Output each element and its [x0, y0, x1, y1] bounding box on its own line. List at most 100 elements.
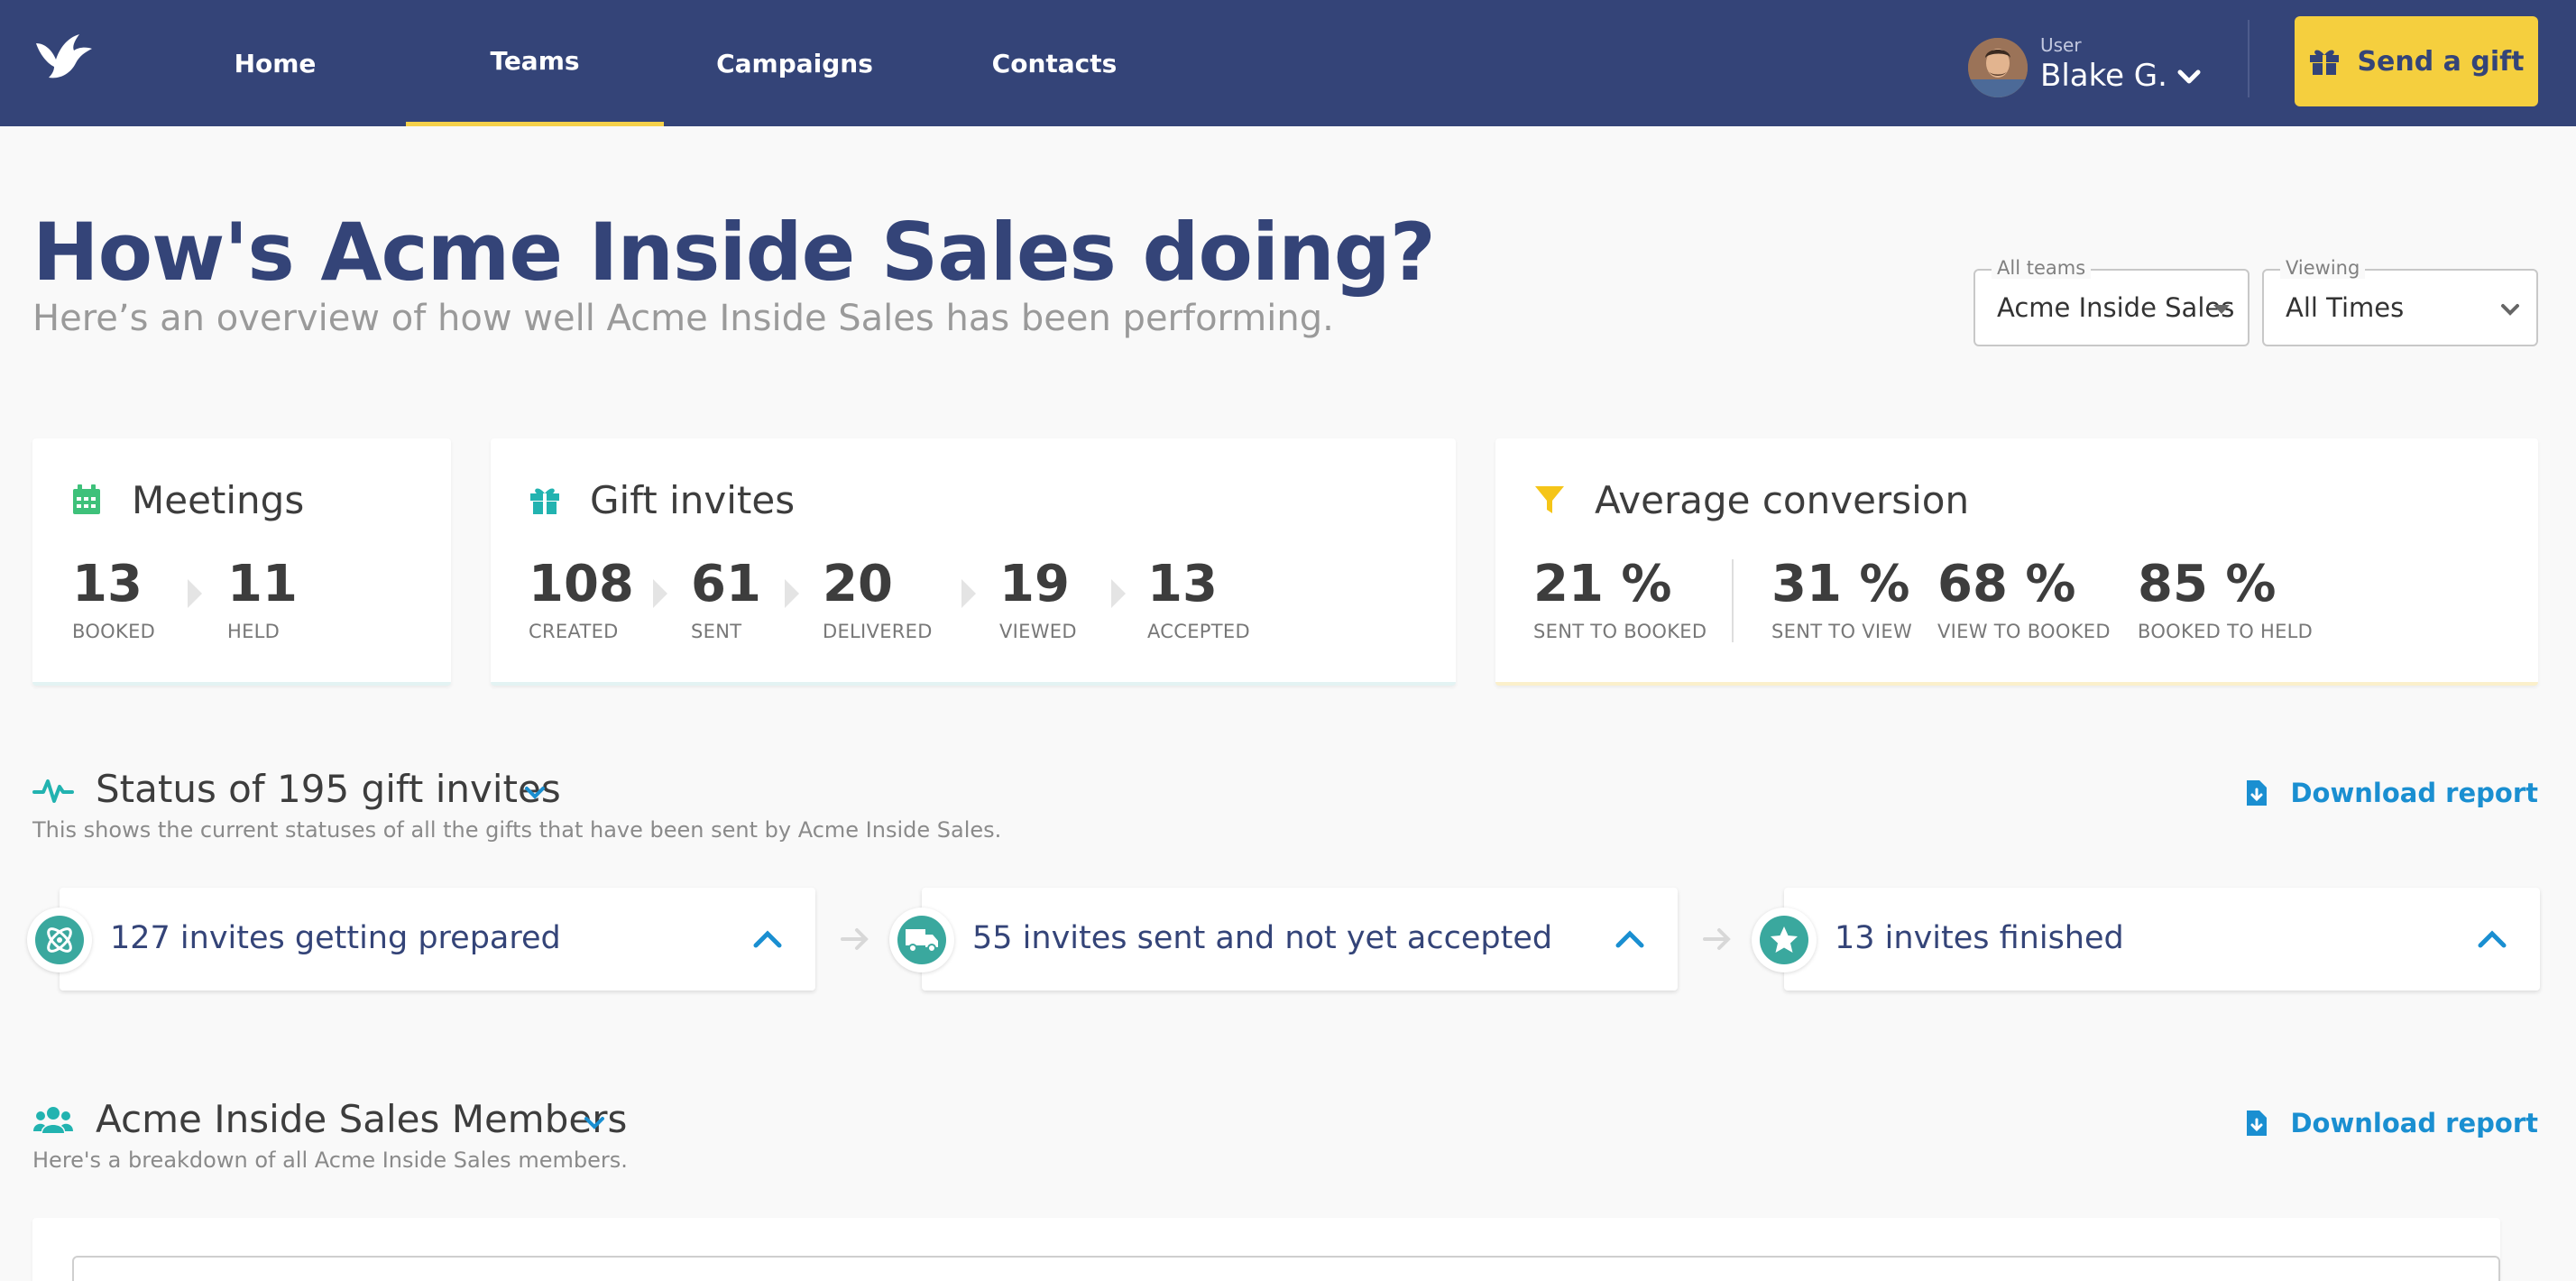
team-filter-select[interactable]: All teams Acme Inside Sales [1973, 257, 2249, 346]
chevron-down-icon[interactable] [2176, 67, 2203, 87]
stat-sent: 61 SENT [691, 555, 761, 643]
flow-arrow [961, 579, 976, 608]
status-card-prepared[interactable]: 127 invites getting prepared [60, 888, 815, 991]
stat-value: 61 [691, 555, 761, 613]
status-card-finished[interactable]: 13 invites finished [1784, 888, 2540, 991]
members-section-title: Acme Inside Sales Members [96, 1097, 628, 1141]
stat-delivered: 20 DELIVERED [823, 555, 933, 643]
stat-value: 11 [227, 555, 298, 613]
arrow-right-icon [1703, 928, 1731, 950]
stat-label: VIEWED [999, 621, 1077, 642]
chevron-up-icon[interactable] [2477, 929, 2507, 949]
stat-label: BOOKED TO HELD [2138, 621, 2314, 642]
arrow-right-icon [841, 928, 869, 950]
download-report-button[interactable]: Download report [2245, 1108, 2538, 1138]
meetings-title: Meetings [132, 478, 305, 522]
stat-value: 20 [823, 555, 893, 613]
calendar-icon [73, 484, 100, 514]
stat-label: SENT TO VIEW [1771, 621, 1913, 642]
caret-down-icon [2213, 305, 2230, 314]
stat-label: SENT TO BOOKED [1533, 621, 1707, 642]
stat-value: 108 [529, 555, 634, 613]
stat-view-to-booked: 68 % VIEW TO BOOKED [1937, 555, 2111, 643]
download-report-button[interactable]: Download report [2245, 778, 2538, 808]
truck-icon [906, 929, 938, 953]
avatar [1968, 38, 2028, 97]
download-report-label: Download report [2290, 1108, 2538, 1138]
send-gift-button[interactable]: Send a gift [2295, 16, 2538, 106]
nav-teams[interactable]: Teams [406, 0, 664, 126]
status-section-title: Status of 195 gift invites [96, 767, 561, 811]
gift-icon [2310, 50, 2340, 75]
topbar-divider [2248, 20, 2249, 97]
meetings-card: Meetings 13 BOOKED 11 HELD [32, 438, 451, 686]
user-menu[interactable]: User Blake G. [1968, 34, 2203, 97]
status-badge [1752, 908, 1817, 972]
stat-value: 68 % [1937, 555, 2076, 613]
flow-arrow [1111, 579, 1126, 608]
stat-sent-to-view: 31 % SENT TO VIEW [1771, 555, 1913, 643]
stat-sent-to-booked: 21 % SENT TO BOOKED [1533, 555, 1707, 643]
stat-value: 13 [1147, 555, 1218, 613]
stat-value: 21 % [1533, 555, 1672, 613]
filter-icon [1535, 486, 1564, 513]
stat-label: SENT [691, 621, 742, 642]
stat-label: BOOKED [72, 621, 156, 642]
file-download-icon [2247, 1111, 2268, 1136]
flow-arrow [188, 579, 202, 608]
status-text: 127 invites getting prepared [110, 920, 561, 956]
stat-label: CREATED [529, 621, 619, 642]
bird-logo-icon[interactable] [32, 31, 96, 81]
stat-viewed: 19 VIEWED [999, 555, 1077, 643]
status-badge [889, 908, 954, 972]
users-icon [33, 1107, 73, 1133]
page-title: How's Acme Inside Sales doing? [32, 206, 1436, 299]
user-caption: User [2040, 34, 2082, 56]
team-filter-value: Acme Inside Sales [1997, 292, 2235, 323]
time-filter-legend: Viewing [2280, 257, 2366, 279]
stat-label: HELD [227, 621, 281, 642]
stat-label: VIEW TO BOOKED [1937, 621, 2111, 642]
team-filter-legend: All teams [1992, 257, 2092, 279]
members-section-description: Here's a breakdown of all Acme Inside Sa… [32, 1147, 628, 1173]
gift-invites-title: Gift invites [590, 478, 796, 522]
time-filter-value: All Times [2286, 292, 2405, 323]
divider [1732, 559, 1734, 642]
stat-value: 19 [999, 555, 1070, 613]
stat-accepted: 13 ACCEPTED [1147, 555, 1250, 643]
top-navigation-bar: Home Teams Campaigns Contacts User Blake… [0, 0, 2576, 126]
chevron-up-icon[interactable] [752, 929, 783, 949]
send-gift-label: Send a gift [2357, 45, 2525, 78]
user-name: Blake G. [2040, 58, 2167, 94]
stat-label: DELIVERED [823, 621, 933, 642]
chevron-down-icon [2501, 304, 2519, 316]
members-search-input[interactable] [72, 1256, 2500, 1281]
stat-created: 108 CREATED [529, 555, 634, 643]
status-text: 55 invites sent and not yet accepted [972, 920, 1553, 956]
flow-arrow [785, 579, 799, 608]
nav-campaigns[interactable]: Campaigns [716, 48, 873, 78]
user-avatar-icon [1968, 38, 2028, 97]
stat-held: 11 HELD [227, 555, 298, 643]
chevron-up-icon[interactable] [1615, 929, 1645, 949]
atom-icon [47, 927, 72, 953]
status-text: 13 invites finished [1835, 920, 2124, 956]
stat-value: 85 % [2138, 555, 2277, 613]
status-badge [27, 908, 92, 972]
status-card-sent[interactable]: 55 invites sent and not yet accepted [922, 888, 1678, 991]
activity-pulse-icon [32, 779, 74, 803]
chevron-down-icon[interactable] [583, 1115, 606, 1131]
stat-value: 13 [72, 555, 143, 613]
stat-value: 31 % [1771, 555, 1910, 613]
file-download-icon [2247, 780, 2268, 806]
time-filter-select[interactable]: Viewing All Times [2262, 257, 2538, 346]
status-section-description: This shows the current statuses of all t… [32, 817, 1002, 843]
nav-contacts[interactable]: Contacts [991, 48, 1118, 78]
gift-invites-card: Gift invites 108 CREATED 61 SENT 20 DELI… [491, 438, 1456, 686]
conversion-title: Average conversion [1595, 478, 1970, 522]
stat-label: ACCEPTED [1147, 621, 1250, 642]
conversion-card: Average conversion 21 % SENT TO BOOKED 3… [1495, 438, 2538, 686]
nav-home[interactable]: Home [234, 48, 317, 78]
gift-icon [530, 488, 559, 514]
chevron-down-icon[interactable] [523, 785, 547, 801]
